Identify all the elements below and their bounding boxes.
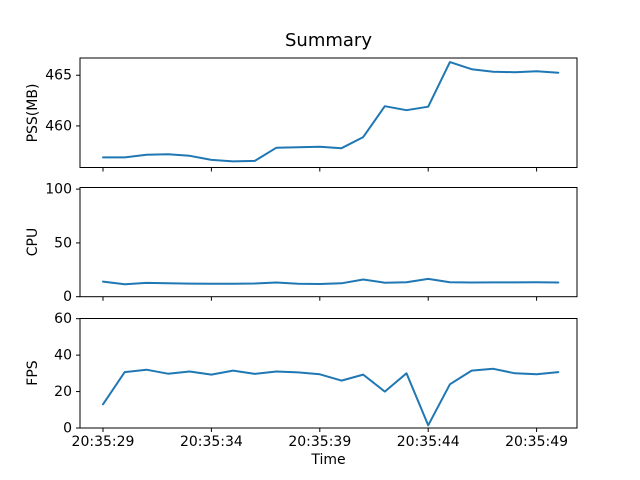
pss-ytick-label: 460 xyxy=(45,118,72,134)
cpu-ytick-label: 100 xyxy=(45,182,72,198)
fps-ytick-label: 60 xyxy=(54,311,72,327)
fps-ytick-label: 0 xyxy=(63,420,72,436)
xtick-label: 20:35:34 xyxy=(180,434,243,450)
pss-ytick-label: 465 xyxy=(45,68,72,84)
fps-axes-frame xyxy=(79,318,578,429)
fps-ytick-label: 20 xyxy=(54,384,72,400)
fps-subplot: 0 20 40 60 20:35:29 20:35:34 20:35:39 20:35:44 2… xyxy=(54,311,578,450)
x-axis-label: Time xyxy=(311,452,346,468)
pss-axes-frame xyxy=(79,57,578,168)
cpu-ytick-label: 50 xyxy=(54,235,72,251)
xtick-label: 20:35:44 xyxy=(397,434,460,450)
xtick-label: 20:35:49 xyxy=(505,434,568,450)
xtick-label: 20:35:29 xyxy=(72,434,135,450)
fps-ytick-label: 40 xyxy=(54,348,72,364)
pss-line xyxy=(102,61,560,163)
fps-line xyxy=(102,367,560,427)
cpu-subplot: 0 50 100 xyxy=(45,182,578,305)
chart-title: Summary xyxy=(285,30,372,51)
cpu-axes-frame xyxy=(79,187,578,298)
xtick-label: 20:35:39 xyxy=(288,434,351,450)
cpu-line xyxy=(102,277,560,286)
pss-subplot: 460 465 xyxy=(45,57,578,172)
cpu-ytick-label: 0 xyxy=(63,289,72,305)
